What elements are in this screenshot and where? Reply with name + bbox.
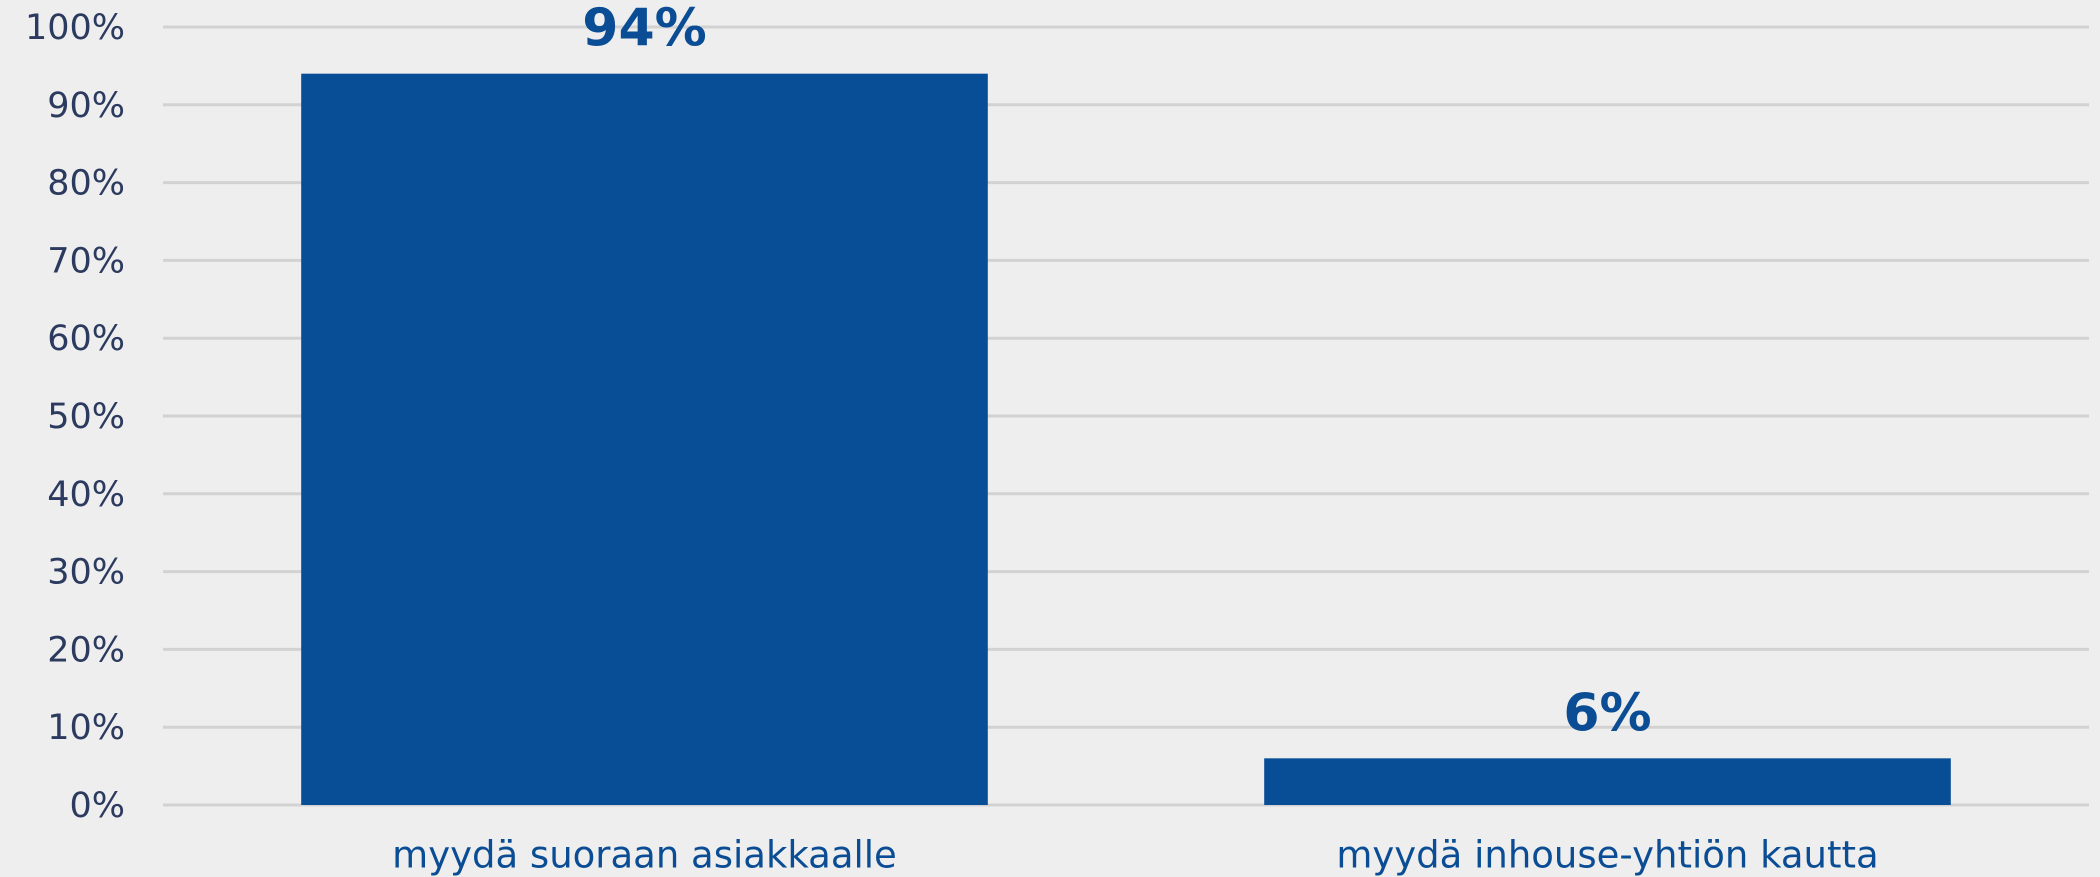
y-tick-label: 0% [69,786,125,826]
y-tick-label: 60% [47,319,125,359]
y-tick-label: 30% [47,553,125,593]
y-tick-label: 70% [47,241,125,281]
bar [1264,758,1951,805]
y-tick-label: 90% [47,86,125,126]
y-tick-label: 40% [47,475,125,515]
value-label: 6% [1563,683,1651,743]
y-tick-label: 100% [25,8,125,48]
x-tick-label: myydä suoraan asiakkaalle [392,834,897,877]
value-label: 94% [582,0,706,59]
x-tick-label: myydä inhouse-yhtiön kautta [1336,834,1878,877]
y-tick-label: 80% [47,164,125,204]
y-tick-label: 10% [47,708,125,748]
y-tick-label: 20% [47,630,125,670]
bar [301,73,988,806]
y-tick-label: 50% [47,397,125,437]
